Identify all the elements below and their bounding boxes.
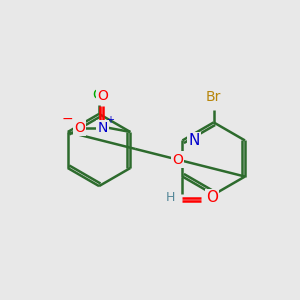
Text: +: +	[106, 115, 114, 125]
Text: Cl: Cl	[92, 88, 106, 102]
Text: Br: Br	[206, 90, 221, 104]
Text: O: O	[97, 89, 108, 103]
Text: O: O	[74, 121, 85, 135]
Text: −: −	[61, 111, 73, 125]
Text: N: N	[98, 121, 108, 135]
Text: O: O	[172, 153, 183, 166]
Text: H: H	[166, 191, 175, 204]
Text: O: O	[206, 190, 218, 205]
Text: N: N	[189, 133, 200, 148]
